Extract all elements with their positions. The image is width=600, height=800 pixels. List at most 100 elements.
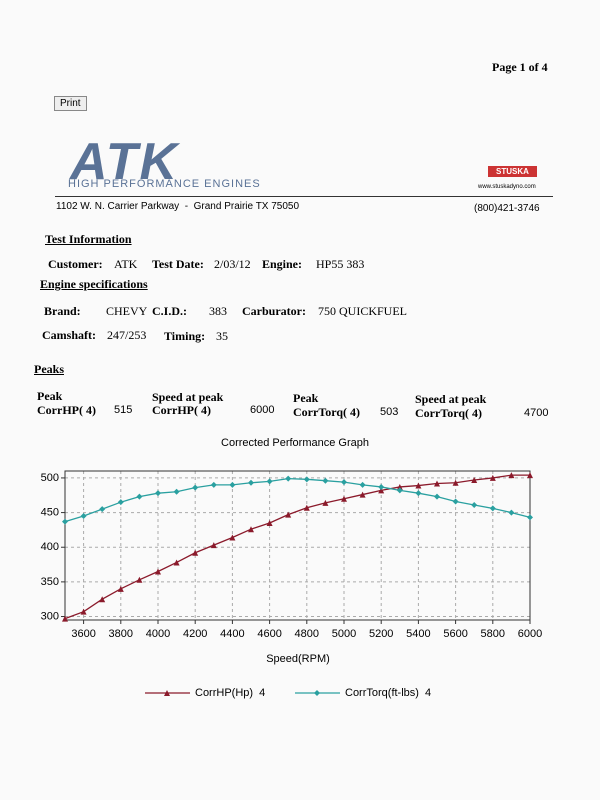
data-point xyxy=(471,477,478,484)
section-heading: Engine specifications xyxy=(40,277,148,291)
peak-label: Peak xyxy=(293,391,319,405)
x-tick-label: 3800 xyxy=(109,628,133,640)
data-point xyxy=(173,559,180,566)
data-point xyxy=(229,481,236,488)
data-point xyxy=(434,480,440,487)
data-point xyxy=(62,615,68,622)
data-point xyxy=(99,596,106,603)
field-value: 383 xyxy=(209,304,227,318)
x-tick-label: 4600 xyxy=(257,628,281,640)
rule xyxy=(55,196,553,197)
data-point xyxy=(508,509,515,516)
x-tick-label: 5600 xyxy=(443,628,467,640)
peak-label: CorrHP( 4) xyxy=(152,403,211,417)
y-tick-label: 300 xyxy=(41,610,59,622)
data-point xyxy=(378,487,385,494)
data-point xyxy=(80,608,87,615)
x-tick-label: 4400 xyxy=(220,628,244,640)
data-point xyxy=(117,499,124,506)
field-label: Customer: xyxy=(48,257,103,271)
data-point xyxy=(192,484,199,491)
data-point xyxy=(266,478,273,485)
field-label: Brand: xyxy=(44,304,81,318)
data-point xyxy=(415,482,422,489)
address: 1102 W. N. Carrier Parkway - Grand Prair… xyxy=(56,201,300,212)
x-tick-label: 3600 xyxy=(71,628,95,640)
data-point xyxy=(396,487,403,494)
x-tick-label: 4200 xyxy=(183,628,207,640)
x-axis-label: Speed(RPM) xyxy=(266,653,330,665)
x-tick-label: 4000 xyxy=(146,628,170,640)
data-point xyxy=(322,499,329,506)
data-point xyxy=(155,568,161,575)
data-point xyxy=(452,498,459,505)
legend-label: CorrTorq(ft-lbs) 4 xyxy=(345,687,431,699)
data-point xyxy=(80,513,87,520)
data-point xyxy=(434,493,440,500)
data-point xyxy=(210,481,217,488)
field-label: C.I.D.: xyxy=(152,304,187,318)
logo: ATK xyxy=(70,133,180,191)
data-point xyxy=(285,475,292,482)
field-label: Camshaft: xyxy=(42,328,96,342)
field-label: Engine: xyxy=(262,257,303,271)
field-value: HP55 383 xyxy=(316,257,365,271)
peak-label: Peak xyxy=(37,389,63,403)
data-point xyxy=(303,476,310,483)
data-point xyxy=(322,477,329,484)
x-tick-label: 4800 xyxy=(295,628,319,640)
field-value: 2/03/12 xyxy=(214,257,251,271)
data-point xyxy=(229,534,236,541)
x-tick-label: 5000 xyxy=(332,628,356,640)
series-line xyxy=(64,477,531,523)
y-tick-label: 350 xyxy=(41,576,59,588)
x-tick-label: 5800 xyxy=(481,628,505,640)
section-heading: Peaks xyxy=(34,362,64,376)
phone: (800)421-3746 xyxy=(474,203,540,214)
data-point xyxy=(155,490,161,497)
data-point xyxy=(527,472,533,479)
peak-label: CorrHP( 4) xyxy=(37,403,96,417)
data-point xyxy=(489,505,496,512)
data-point xyxy=(266,519,273,526)
data-point xyxy=(341,479,347,486)
peak-value: 503 xyxy=(380,406,399,418)
data-point xyxy=(210,542,217,549)
data-point xyxy=(527,514,533,521)
x-tick-label: 5200 xyxy=(369,628,393,640)
y-tick-label: 500 xyxy=(41,472,59,484)
y-tick-label: 450 xyxy=(41,506,59,518)
data-point xyxy=(62,518,68,525)
y-tick-label: 400 xyxy=(41,541,59,553)
data-point xyxy=(136,576,143,583)
peak-label: Speed at peak xyxy=(152,390,224,404)
data-point xyxy=(359,491,366,498)
data-point xyxy=(452,479,459,486)
data-point xyxy=(303,504,310,511)
peak-value: 4700 xyxy=(524,407,549,419)
peak-label: CorrTorq( 4) xyxy=(415,406,482,420)
data-point xyxy=(378,483,385,490)
x-tick-label: 5400 xyxy=(406,628,430,640)
data-point xyxy=(99,506,106,513)
data-point xyxy=(471,501,478,508)
print-button[interactable]: Print xyxy=(54,96,87,111)
chart-title: Corrected Performance Graph xyxy=(221,437,369,449)
data-point xyxy=(314,690,320,696)
data-point xyxy=(248,479,254,486)
field-value: CHEVY xyxy=(106,304,148,318)
field-value: 35 xyxy=(216,329,228,343)
peak-label: CorrTorq( 4) xyxy=(293,405,360,419)
field-value: 750 QUICKFUEL xyxy=(318,304,407,318)
x-tick-label: 6000 xyxy=(518,628,542,640)
field-label: Carburator: xyxy=(242,304,306,318)
data-point xyxy=(164,690,170,696)
website: www.stuskadyno.com xyxy=(478,184,536,190)
data-point xyxy=(359,481,366,488)
data-point xyxy=(285,511,292,518)
data-point xyxy=(117,585,124,592)
data-point xyxy=(341,495,347,502)
field-value: ATK xyxy=(114,257,138,271)
legend-label: CorrHP(Hp) 4 xyxy=(195,687,265,699)
